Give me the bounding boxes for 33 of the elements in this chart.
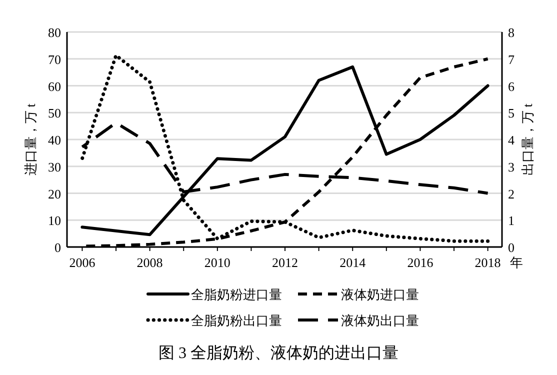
y-axis-title: 进口量，万 t [23,103,38,176]
legend-label: 液体奶进口量 [341,287,419,302]
y2-tick-label: 5 [508,106,514,121]
x-tick-label: 2016 [407,255,434,270]
caption: 图 3 全脂奶粉、液体奶的进出口量 [158,344,398,362]
x-tick-label: 2018 [474,255,501,270]
y2-tick-label: 8 [508,25,514,40]
y-tick-label: 50 [48,106,61,121]
x-tick-label: 2012 [272,255,298,270]
legend-label: 全脂奶粉出口量 [191,313,282,328]
x-axis-title: 年 [510,255,523,270]
y-tick-label: 30 [48,159,61,174]
x-tick-label: 2008 [136,255,163,270]
y-tick-label: 20 [48,186,61,202]
x-tick-label: 2014 [340,255,366,270]
y-tick-label: 80 [48,25,61,40]
y2-tick-label: 1 [508,213,514,228]
y2-tick-label: 4 [508,132,515,148]
y-tick-label: 70 [48,52,61,67]
y2-tick-label: 7 [508,52,515,67]
x-tick-label: 2006 [69,255,96,270]
y2-tick-label: 6 [508,78,515,94]
legend-label: 液体奶出口量 [341,313,419,328]
y-tick-label: 60 [48,78,61,94]
y-tick-label: 40 [48,132,61,148]
y-tick-label: 10 [48,213,61,228]
y-tick-label: 0 [54,240,61,255]
y2-axis-title: 出口量，万 t [520,103,535,176]
legend-label: 全脂奶粉进口量 [191,287,282,302]
y2-tick-label: 3 [508,159,514,174]
y2-tick-label: 2 [508,186,514,202]
y2-tick-label: 0 [508,240,514,255]
x-tick-label: 2010 [204,255,230,270]
